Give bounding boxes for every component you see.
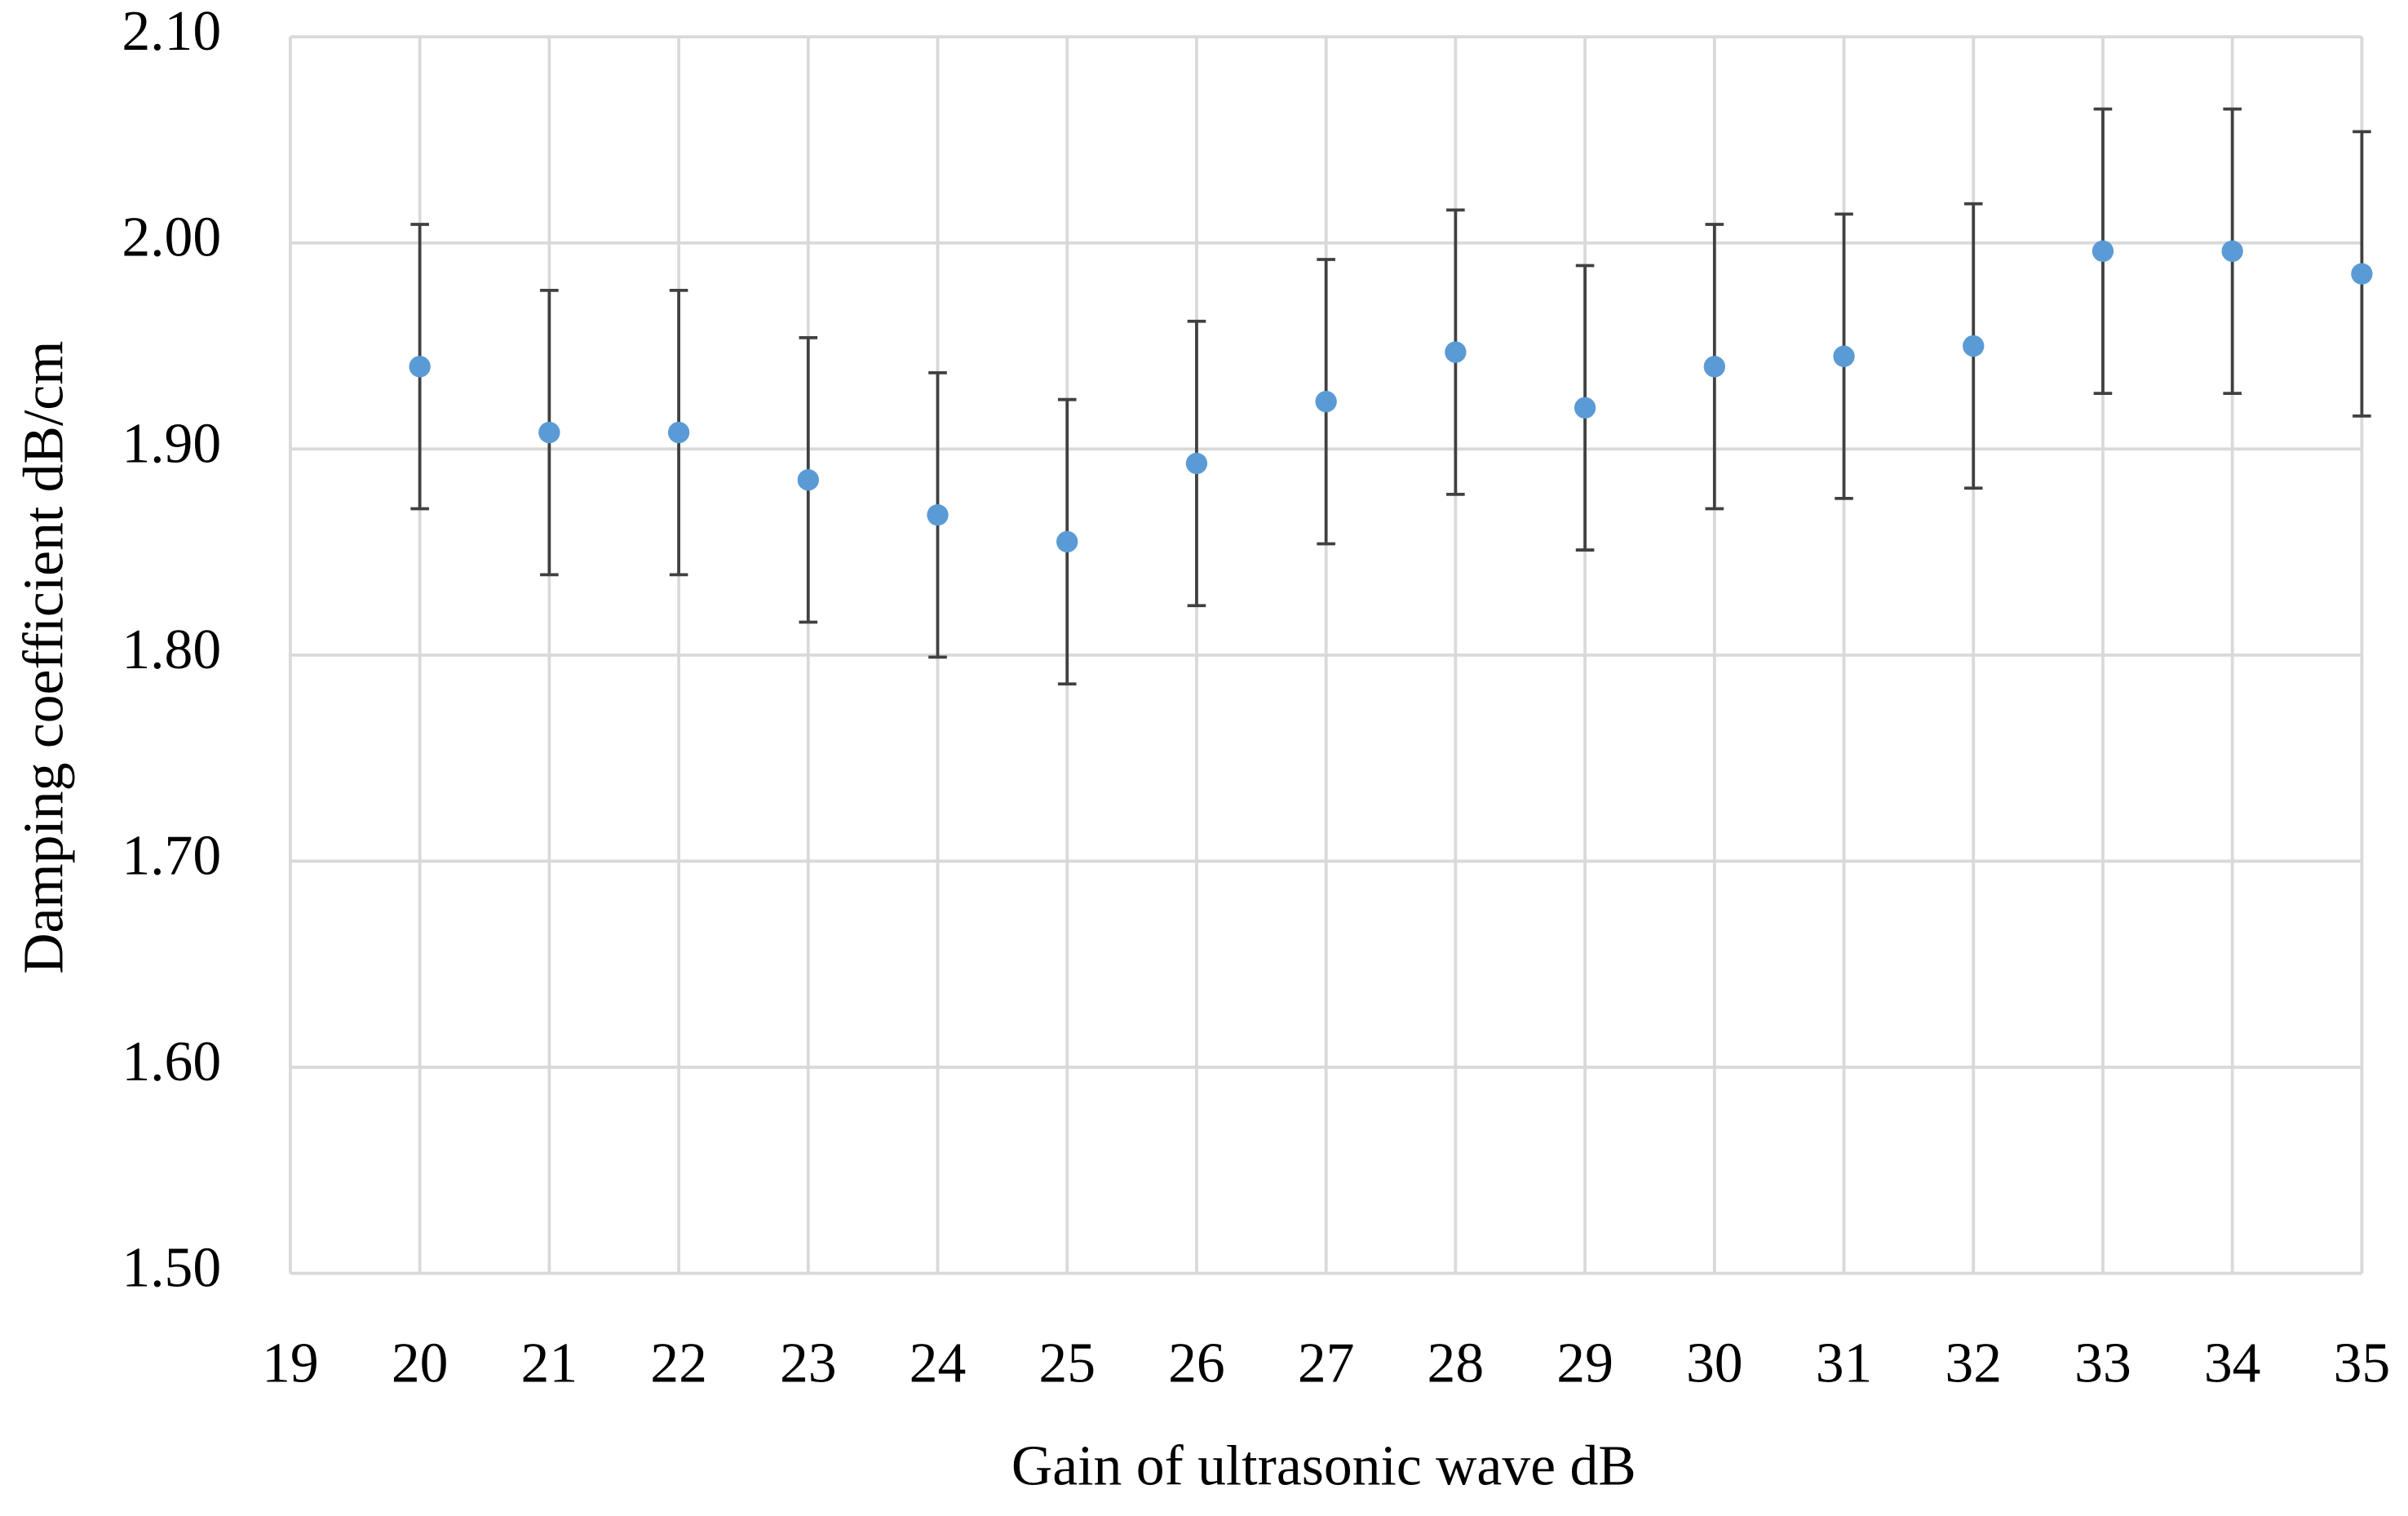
y-tick-label: 1.90 xyxy=(122,412,221,475)
x-tick-label: 20 xyxy=(392,1332,449,1394)
x-tick-label: 28 xyxy=(1428,1332,1485,1394)
point xyxy=(1315,391,1337,413)
x-tick-label: 19 xyxy=(262,1332,319,1394)
x-tick-label: 25 xyxy=(1038,1332,1096,1394)
point xyxy=(409,356,431,378)
y-tick-label: 2.00 xyxy=(122,206,221,269)
point xyxy=(1963,335,1985,357)
x-tick-label: 29 xyxy=(1556,1332,1613,1394)
point xyxy=(2351,263,2373,285)
y-tick-label: 2.10 xyxy=(122,0,221,63)
point xyxy=(1445,341,1467,363)
point xyxy=(1703,356,1725,378)
x-tick-label: 32 xyxy=(1945,1332,2002,1394)
x-tick-label: 30 xyxy=(1686,1332,1743,1394)
x-tick-label: 24 xyxy=(910,1332,967,1394)
y-tick-label: 1.80 xyxy=(122,618,221,681)
x-tick-label: 31 xyxy=(1816,1332,1873,1394)
point xyxy=(2221,240,2243,263)
point xyxy=(927,503,949,526)
point xyxy=(1833,345,1855,367)
point xyxy=(667,421,690,444)
point xyxy=(797,469,819,491)
y-axis-title: Damping coefficient dB/cm xyxy=(12,341,75,974)
point xyxy=(538,421,560,444)
y-tick-label: 1.70 xyxy=(122,824,221,887)
point xyxy=(2092,240,2114,263)
x-axis-title: Gain of ultrasonic wave dB xyxy=(1011,1434,1636,1497)
x-tick-label: 23 xyxy=(780,1332,837,1394)
y-tick-label: 1.50 xyxy=(122,1237,221,1300)
point xyxy=(1574,397,1596,419)
x-tick-label: 27 xyxy=(1298,1332,1355,1394)
y-tick-label: 1.60 xyxy=(122,1031,221,1093)
x-tick-label: 26 xyxy=(1168,1332,1225,1394)
x-tick-label: 34 xyxy=(2204,1332,2261,1394)
x-tick-label: 22 xyxy=(650,1332,707,1394)
point xyxy=(1056,530,1078,553)
x-tick-label: 33 xyxy=(2074,1332,2131,1394)
point xyxy=(1185,452,1208,475)
x-tick-label: 35 xyxy=(2334,1332,2391,1394)
x-tick-label: 21 xyxy=(521,1332,578,1394)
